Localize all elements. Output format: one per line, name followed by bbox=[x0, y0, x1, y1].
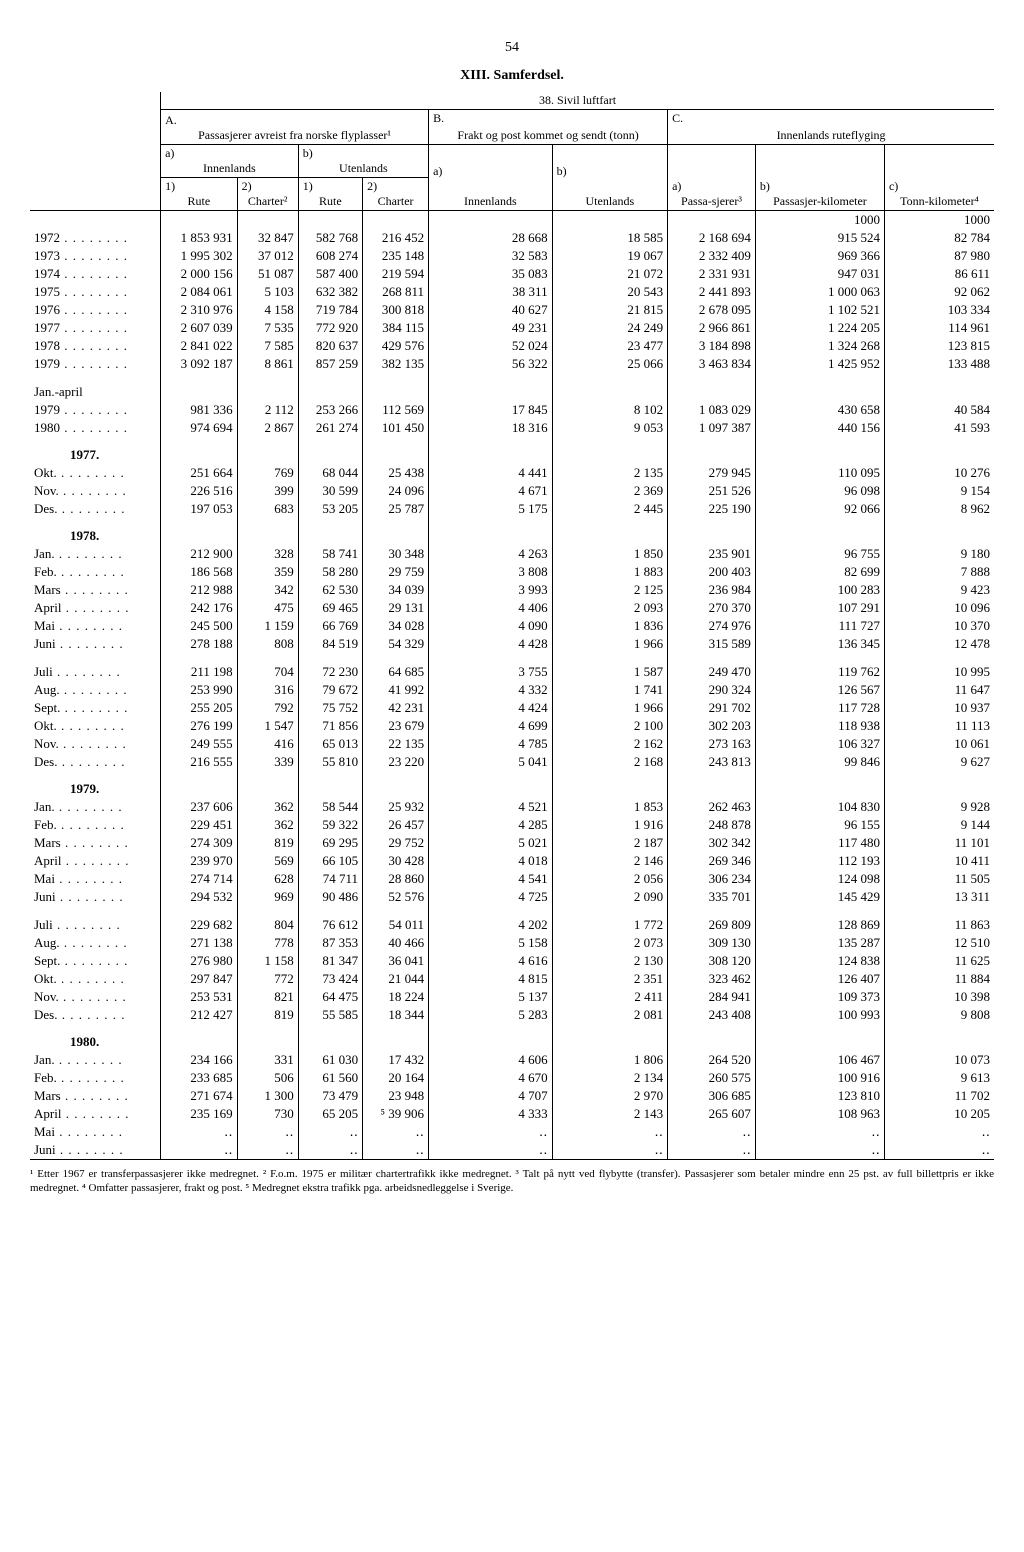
table-row: Juni‥‥‥‥‥‥‥‥‥ bbox=[30, 1141, 994, 1160]
section-janapril: Jan.-april bbox=[30, 383, 161, 401]
table-row: Juli229 68280476 61254 0114 2021 772269 … bbox=[30, 916, 994, 934]
page-number: 54 bbox=[30, 40, 994, 56]
col-a: A. Passasjerer avreist fra norske flypla… bbox=[161, 110, 429, 145]
data-table: 38. Sivil luftfart A. Passasjerer avreis… bbox=[30, 92, 994, 1162]
table-row: Nov.253 53182164 47518 2245 1372 411284 … bbox=[30, 988, 994, 1006]
table-row: Mars212 98834262 53034 0393 9932 125236 … bbox=[30, 581, 994, 599]
table-row: Feb.186 56835958 28029 7593 8081 883200 … bbox=[30, 563, 994, 581]
table-row: April242 17647569 46529 1314 4062 093270… bbox=[30, 599, 994, 617]
table-row: Mai‥‥‥‥‥‥‥‥‥ bbox=[30, 1123, 994, 1141]
table-row: Aug.271 13877887 35340 4665 1582 073309 … bbox=[30, 934, 994, 952]
table-row: 19793 092 1878 861857 259382 13556 32225… bbox=[30, 355, 994, 373]
section-1978: 1978. bbox=[30, 518, 161, 545]
table-row: April235 16973065 205⁵ 39 9064 3332 1432… bbox=[30, 1105, 994, 1123]
table-row: Des.212 42781955 58518 3445 2832 081243 … bbox=[30, 1006, 994, 1024]
table-row: Feb.233 68550661 56020 1644 6702 134260 … bbox=[30, 1069, 994, 1087]
table-row: April239 97056966 10530 4284 0182 146269… bbox=[30, 852, 994, 870]
table-row: Mai274 71462874 71128 8604 5412 056306 2… bbox=[30, 870, 994, 888]
table-row: Des.197 05368353 20525 7875 1752 445225 … bbox=[30, 500, 994, 518]
table-row: 19782 841 0227 585820 637429 57652 02423… bbox=[30, 337, 994, 355]
table-row: Nov.249 55541665 01322 1354 7852 162273 … bbox=[30, 735, 994, 753]
table-row: 19762 310 9764 158719 784300 81840 62721… bbox=[30, 301, 994, 319]
table-row: Mai245 5001 15966 76934 0284 0901 836274… bbox=[30, 617, 994, 635]
table-row: Des.216 55533955 81023 2205 0412 168243 … bbox=[30, 753, 994, 771]
table-row: Okt.276 1991 54771 85623 6794 6992 10030… bbox=[30, 717, 994, 735]
table-row: 19772 607 0397 535772 920384 11549 23124… bbox=[30, 319, 994, 337]
section-1980: 1980. bbox=[30, 1024, 161, 1051]
table-row: 19752 084 0615 103632 382268 81138 31120… bbox=[30, 283, 994, 301]
table-row: Sept.255 20579275 75242 2314 4241 966291… bbox=[30, 699, 994, 717]
table-row: 1979981 3362 112253 266112 56917 8458 10… bbox=[30, 401, 994, 419]
table-row: 19721 853 93132 847582 768216 45228 6681… bbox=[30, 229, 994, 247]
table-row: Aug.253 99031679 67241 9924 3321 741290 … bbox=[30, 681, 994, 699]
table-row: Jan.212 90032858 74130 3484 2631 850235 … bbox=[30, 545, 994, 563]
table-row: Juni278 18880884 51954 3294 4281 966315 … bbox=[30, 635, 994, 653]
table-row: Sept.276 9801 15881 34736 0414 6162 1303… bbox=[30, 952, 994, 970]
section-1977: 1977. bbox=[30, 437, 161, 464]
chapter-title: XIII. Samferdsel. bbox=[30, 68, 994, 84]
table-row: 19731 995 30237 012608 274235 14832 5831… bbox=[30, 247, 994, 265]
section-1979: 1979. bbox=[30, 771, 161, 798]
footnote: ¹ Etter 1967 er transferpassasjerer ikke… bbox=[30, 1168, 994, 1196]
table-row: Nov.226 51639930 59924 0964 6712 369251 … bbox=[30, 482, 994, 500]
table-row: Jan.234 16633161 03017 4324 6061 806264 … bbox=[30, 1051, 994, 1069]
table-row: Feb.229 45136259 32226 4574 2851 916248 … bbox=[30, 816, 994, 834]
table-row: 1980974 6942 867261 274101 45018 3169 05… bbox=[30, 419, 994, 437]
table-row: Mars274 30981969 29529 7525 0212 187302 … bbox=[30, 834, 994, 852]
table-row: Juni294 53296990 48652 5764 7252 090335 … bbox=[30, 888, 994, 906]
col-b: B. bbox=[429, 110, 668, 128]
table-row: Juli211 19870472 23064 6853 7551 587249 … bbox=[30, 663, 994, 681]
table-row: Okt.297 84777273 42421 0444 8152 351323 … bbox=[30, 970, 994, 988]
table-row: 19742 000 15651 087587 400219 59435 0832… bbox=[30, 265, 994, 283]
table-title: 38. Sivil luftfart bbox=[161, 92, 994, 110]
table-row: Okt.251 66476968 04425 4384 4412 135279 … bbox=[30, 464, 994, 482]
table-row: Mars271 6741 30073 47923 9484 7072 97030… bbox=[30, 1087, 994, 1105]
table-row: Jan.237 60636258 54425 9324 5211 853262 … bbox=[30, 798, 994, 816]
col-c: C. bbox=[668, 110, 994, 128]
